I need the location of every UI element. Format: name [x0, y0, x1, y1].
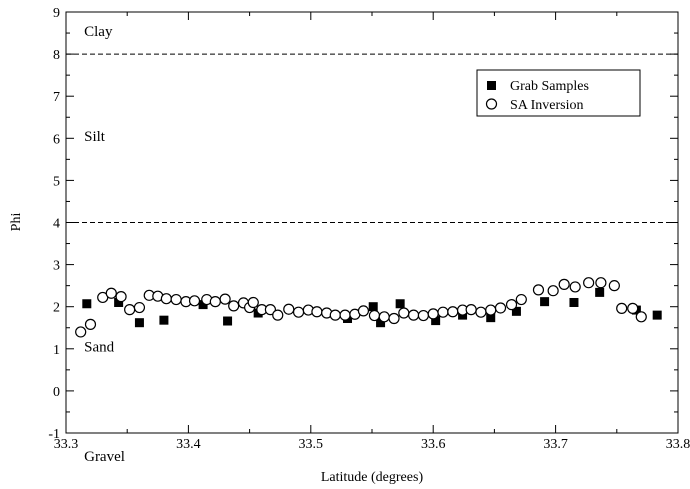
sa-inversion-point — [378, 311, 390, 323]
sa-inversion-point — [228, 300, 240, 312]
sa-inversion-point — [247, 296, 259, 309]
sa-inversion-point — [547, 285, 559, 297]
grab-sample-point — [198, 300, 208, 310]
y-tick-label: 6 — [53, 132, 60, 147]
soil-class-annotations: Clay Silt Sand Gravel — [84, 24, 125, 465]
sa-inversion-point — [357, 305, 370, 317]
legend-marker-sa-inversion — [485, 98, 498, 110]
sa-inversion-point — [105, 287, 117, 299]
sa-inversion-point — [124, 304, 136, 316]
x-tick-label: 33.5 — [299, 437, 324, 452]
sa-inversion-point — [160, 293, 172, 305]
sa-inversion-point — [75, 326, 87, 338]
y-tick-label: 3 — [53, 259, 60, 274]
grab-sample-point — [595, 287, 605, 297]
sa-inversion-point — [505, 298, 518, 311]
grab-sample-point — [486, 313, 496, 323]
legend-marker-grab-samples — [487, 81, 496, 90]
grab-sample-point — [540, 297, 550, 307]
sa-inversion-point — [635, 311, 647, 323]
grab-sample-point — [376, 318, 386, 328]
sa-inversion-point — [437, 306, 449, 318]
y-tick-label: 7 — [53, 90, 60, 105]
axes: 33.3 33.4 33.5 33.6 33.7 33.8 -1 0 1 2 3 4 5 6 7 8 9 — [48, 6, 690, 452]
annotation-clay: Clay — [84, 24, 113, 40]
x-tick-label: 33.6 — [421, 437, 446, 452]
y-tick-label: 0 — [53, 385, 60, 400]
y-tick-label: 4 — [53, 217, 60, 232]
sa-inversion-point — [84, 318, 97, 330]
y-tick-label: 2 — [53, 301, 60, 316]
sa-inversion-point — [264, 304, 277, 316]
legend-label-sa-inversion: SA Inversion — [510, 98, 584, 113]
sa-inversion-point — [292, 306, 305, 318]
legend-box — [476, 69, 641, 117]
sa-inversion-point — [283, 303, 295, 315]
sa-inversion-point — [219, 293, 231, 305]
sa-inversion-point — [485, 304, 497, 316]
sa-inversion-point — [608, 280, 620, 292]
sa-inversion-point — [368, 309, 381, 322]
y-tick-label: 1 — [53, 343, 60, 358]
sa-inversion-point — [447, 306, 459, 318]
x-tick-label: 33.3 — [54, 437, 79, 452]
sa-inversion-point — [115, 290, 127, 303]
sa-inversion-point — [583, 277, 595, 289]
annotation-sand: Sand — [84, 340, 115, 356]
sa-inversion-point — [417, 309, 430, 322]
annotation-silt: Silt — [84, 129, 106, 145]
sa-inversion-point — [388, 312, 400, 325]
grab-sample-point — [368, 302, 378, 312]
legend: Grab Samples SA Inversion — [476, 69, 641, 117]
sa-inversion-point — [272, 309, 284, 321]
sa-inversion-point — [558, 278, 570, 290]
grab-sample-point — [511, 306, 521, 316]
data-marks — [75, 277, 662, 338]
sa-inversion-point — [515, 293, 527, 306]
sa-inversion-point — [170, 293, 182, 306]
reference-lines — [66, 53, 678, 223]
sa-inversion-point — [209, 296, 221, 308]
grab-sample-point — [114, 297, 124, 307]
sa-inversion-point — [329, 309, 341, 321]
y-axis-title: Phi — [9, 213, 24, 232]
grab-sample-point — [395, 299, 405, 309]
sa-inversion-point — [475, 306, 487, 318]
sa-inversion-point — [569, 281, 581, 293]
x-tick-label: 33.4 — [176, 437, 201, 452]
grab-sample-point — [82, 299, 92, 309]
legend-label-grab-samples: Grab Samples — [510, 79, 589, 94]
sa-inversion-point — [616, 302, 628, 314]
x-axis-title: Latitude (degrees) — [321, 470, 424, 485]
y-tick-label: 8 — [53, 48, 60, 63]
sa-inversion-point — [532, 284, 545, 296]
x-tick-label: 33.7 — [543, 437, 568, 452]
sa-inversion-point — [595, 277, 607, 289]
sa-inversion-point — [398, 307, 410, 319]
sa-inversion-point — [427, 308, 439, 320]
y-tick-label: 5 — [53, 174, 60, 189]
grab-sample-point — [569, 297, 579, 307]
sa-inversion-point — [188, 295, 201, 307]
grab-sample-point — [223, 316, 233, 326]
sa-inversion-point — [311, 306, 323, 318]
x-tick-label: 33.8 — [666, 437, 690, 452]
sa-inversion-point — [133, 301, 146, 314]
grab-sample-point — [134, 318, 144, 328]
annotation-gravel: Gravel — [84, 449, 125, 465]
grab-sample-point — [431, 316, 441, 326]
grab-sample-point — [159, 315, 169, 325]
sa-inversion-point — [494, 302, 507, 314]
y-tick-label: 9 — [53, 6, 60, 21]
sa-inversion-point — [627, 302, 639, 314]
sa-inversion-point — [339, 309, 351, 321]
y-tick-label: -1 — [48, 427, 60, 442]
sa-inversion-point — [465, 304, 477, 316]
sa-inversion-point — [408, 309, 420, 321]
grab-sample-point — [652, 310, 662, 320]
